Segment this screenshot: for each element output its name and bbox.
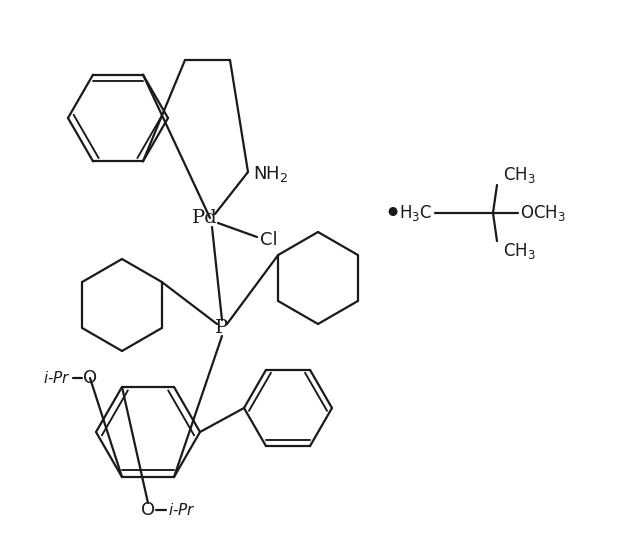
Text: $i$-Pr: $i$-Pr [168,502,196,518]
Text: P: P [216,319,228,337]
Text: Pd: Pd [192,209,218,227]
Text: CH$_3$: CH$_3$ [503,165,536,185]
Text: CH$_3$: CH$_3$ [503,241,536,261]
Text: NH$_2$: NH$_2$ [253,164,288,184]
Text: $i$-Pr: $i$-Pr [43,370,71,386]
Text: OCH$_3$: OCH$_3$ [520,203,566,223]
Text: O: O [83,369,97,387]
Text: H$_3$C: H$_3$C [399,203,432,223]
Text: O: O [141,501,155,519]
Text: •: • [383,200,401,229]
Text: Cl: Cl [260,231,278,249]
